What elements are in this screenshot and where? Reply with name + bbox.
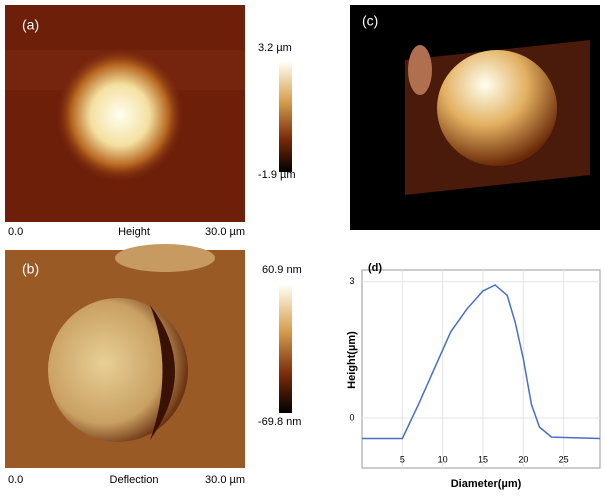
x-axis-label: Diameter(µm) — [451, 478, 522, 490]
x-end: 30.0 µm — [205, 226, 245, 238]
scale-max: 60.9 nm — [262, 264, 302, 276]
colorbar — [279, 285, 292, 413]
x-start: 0.0 — [8, 474, 23, 486]
x-end: 30.0 µm — [205, 474, 245, 486]
neighbor-cell — [115, 244, 215, 272]
scale-min: -69.8 nm — [258, 416, 301, 428]
channel: Deflection — [110, 474, 159, 486]
colorbar — [279, 62, 292, 172]
dome — [437, 50, 557, 166]
panel-label: (c) — [362, 13, 378, 29]
neighbor-cell — [408, 45, 432, 95]
panel-label: (b) — [22, 261, 39, 277]
scale-min: -1.9 µm — [258, 169, 296, 181]
x-start: 0.0 — [8, 226, 23, 238]
figure: (a) 3.2 µm -1.9 µm 0.0 Height 30.0 µm (b… — [0, 0, 605, 496]
x-tick-label: 20 — [518, 454, 528, 464]
scale-max: 3.2 µm — [258, 42, 292, 54]
y-tick-label: 0 — [349, 412, 354, 422]
channel: Height — [118, 226, 150, 238]
panel-label: (a) — [22, 17, 39, 33]
x-tick-label: 5 — [400, 454, 405, 464]
x-tick-label: 25 — [559, 454, 569, 464]
chart-title: (d) — [368, 262, 382, 274]
x-tick-label: 10 — [438, 454, 448, 464]
cell — [55, 47, 185, 183]
profile-line — [362, 285, 600, 438]
x-tick-label: 15 — [478, 454, 488, 464]
y-axis-label: Height(µm) — [346, 331, 358, 389]
y-tick-label: 3 — [349, 276, 354, 286]
